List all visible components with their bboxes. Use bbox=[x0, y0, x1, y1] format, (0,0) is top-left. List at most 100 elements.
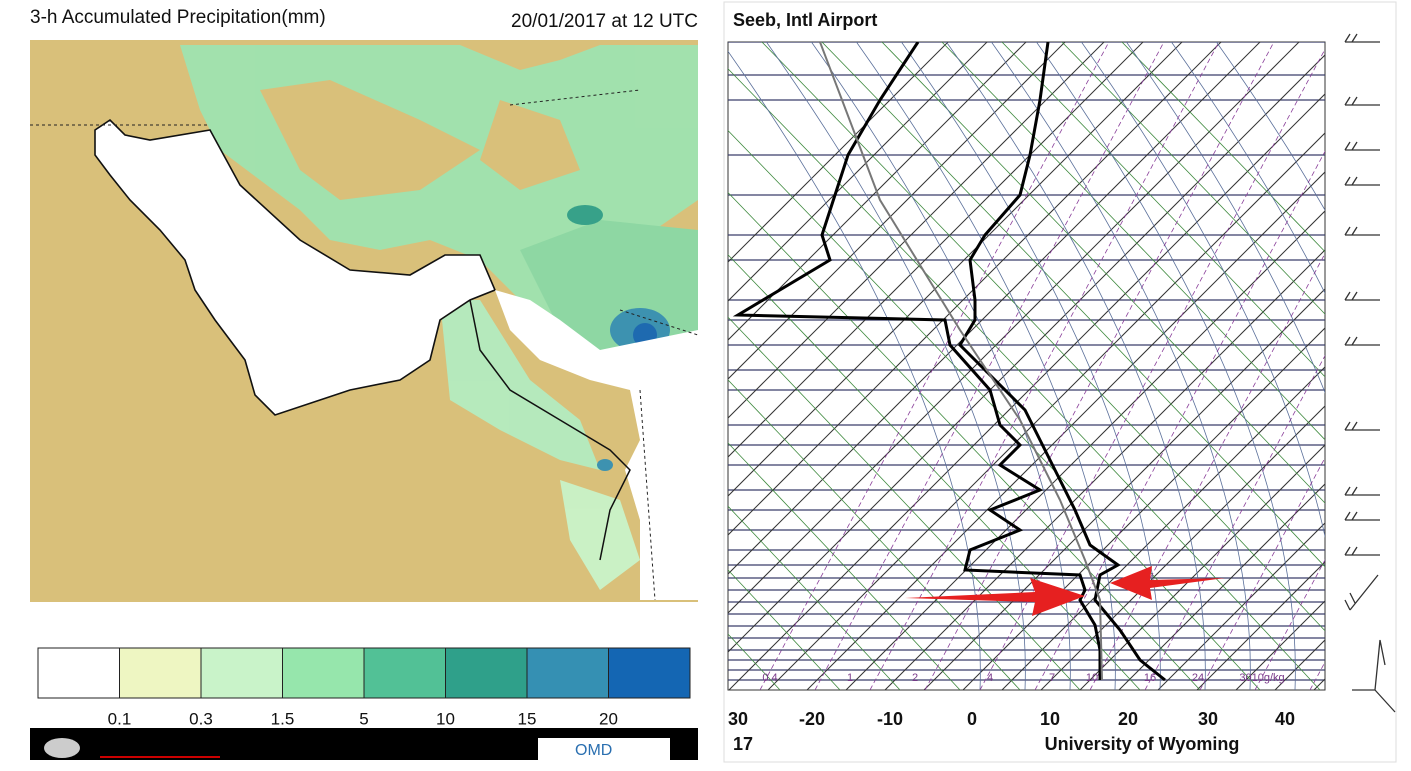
isotherm bbox=[728, 42, 1144, 458]
isotherm bbox=[728, 42, 949, 263]
moist-adiabat bbox=[990, 42, 1251, 690]
x-label: 0 bbox=[967, 709, 977, 729]
diagram-grid bbox=[728, 42, 1325, 690]
map-date: 20/01/2017 at 12 UTC bbox=[511, 11, 698, 32]
precip-panel: 3-h Accumulated Precipitation(mm) 20/01/… bbox=[30, 7, 699, 760]
x-label: 30 bbox=[1198, 709, 1218, 729]
mixing-ratio-label: 4 bbox=[987, 672, 993, 684]
precip-area bbox=[440, 300, 600, 470]
mixing-ratio-line bbox=[759, 42, 1110, 690]
isotherm bbox=[728, 42, 1300, 614]
mixing-ratio-line bbox=[1254, 559, 1325, 690]
logo-text: OMD bbox=[575, 742, 612, 759]
colorbar-label: 0.1 bbox=[108, 709, 132, 728]
mixing-ratio-label: 3010g/kg bbox=[1239, 672, 1284, 684]
isotherm bbox=[806, 171, 1325, 690]
isotherm bbox=[767, 132, 1325, 690]
wind-barbs bbox=[1344, 33, 1396, 713]
dry-adiabat bbox=[728, 68, 1321, 690]
moist-adiabat bbox=[1080, 42, 1325, 539]
isotherm bbox=[728, 42, 1222, 536]
mixing-ratio-labels: 0.4 1 2 4 7 10 16 24 3010g/kg bbox=[762, 672, 1284, 684]
mixing-ratio-label: 10 bbox=[1086, 672, 1098, 684]
mixing-ratio-label: 7 bbox=[1049, 672, 1055, 684]
moist-adiabat bbox=[855, 42, 1116, 690]
wind-barb bbox=[1344, 486, 1380, 496]
isotherm bbox=[728, 42, 1261, 575]
colorbar-box bbox=[363, 647, 446, 699]
colorbar-box bbox=[282, 647, 365, 699]
isotherm bbox=[728, 42, 1066, 380]
footer-left: 17 bbox=[733, 734, 753, 754]
moist-adiabat bbox=[900, 42, 1161, 690]
isotherm bbox=[1196, 561, 1325, 690]
dry-adiabat bbox=[1121, 42, 1325, 253]
wind-barb bbox=[1344, 141, 1380, 151]
dry-area bbox=[480, 100, 580, 190]
wind-barb bbox=[1344, 33, 1380, 43]
moist-adiabat bbox=[810, 42, 1071, 690]
dry-adiabat bbox=[728, 316, 1081, 690]
mixing-ratio-label: 1 bbox=[847, 672, 853, 684]
wind-barb bbox=[1344, 511, 1380, 521]
x-label: 20 bbox=[1118, 709, 1138, 729]
colorbar-label: 1.5 bbox=[271, 709, 295, 728]
colorbar-label: 0.3 bbox=[189, 709, 213, 728]
wind-barb bbox=[1344, 546, 1380, 556]
precip-area bbox=[560, 480, 640, 590]
dry-adiabat bbox=[728, 569, 841, 690]
isotherm bbox=[728, 42, 1183, 497]
coastline bbox=[469, 299, 631, 561]
colorbar-label: 5 bbox=[359, 709, 368, 728]
isotherm bbox=[728, 54, 1325, 653]
wind-barb bbox=[1344, 96, 1380, 106]
dry-adiabat bbox=[1001, 42, 1325, 378]
mixing-ratio-line bbox=[869, 42, 1220, 690]
panel-border bbox=[723, 1, 1397, 763]
dry-adiabat bbox=[728, 505, 901, 690]
arrow bbox=[905, 578, 1085, 616]
colorbar-box bbox=[526, 647, 609, 699]
x-label: -10 bbox=[877, 709, 903, 729]
sounding-title: Seeb, Intl Airport bbox=[733, 10, 877, 30]
mixing-ratio-line bbox=[924, 42, 1275, 690]
precip-core bbox=[567, 205, 603, 225]
colorbar-label: 10 bbox=[436, 709, 455, 728]
dry-adiabat bbox=[728, 379, 1021, 690]
colorbar-box bbox=[37, 647, 120, 699]
colorbar-label: 20 bbox=[599, 709, 618, 728]
isotherm bbox=[845, 210, 1325, 690]
mixing-ratio-line bbox=[1144, 354, 1325, 690]
logo-icon bbox=[44, 738, 80, 758]
isotherm bbox=[1001, 366, 1325, 690]
arrow bbox=[1110, 566, 1225, 600]
colorbar-box bbox=[200, 647, 283, 699]
wind-barb bbox=[1344, 336, 1380, 346]
wind-barb bbox=[1352, 639, 1396, 713]
isotherm bbox=[728, 42, 988, 302]
colorbar: 0.1 0.3 1.5 5 10 15 20 bbox=[37, 647, 691, 728]
moist-adiabat bbox=[1035, 42, 1296, 690]
dry-adiabat bbox=[728, 130, 1261, 690]
isotherm bbox=[728, 93, 1325, 690]
wind-barb bbox=[1344, 176, 1380, 186]
isotherm bbox=[962, 327, 1325, 690]
moist-adiabat bbox=[1170, 42, 1325, 295]
mixing-ratio-line bbox=[1199, 457, 1325, 690]
mixing-ratio-line bbox=[814, 42, 1165, 690]
mixing-ratio-label: 16 bbox=[1144, 672, 1156, 684]
x-label: 40 bbox=[1275, 709, 1295, 729]
dry-adiabat bbox=[728, 442, 961, 690]
mixing-ratio-label: 0.4 bbox=[762, 672, 777, 684]
isotherm bbox=[728, 42, 1105, 419]
profiles bbox=[732, 42, 1166, 682]
wind-barb bbox=[1344, 421, 1380, 431]
isotherm bbox=[1118, 483, 1325, 690]
x-labels: 30 -20 -10 0 10 20 30 40 bbox=[728, 709, 1295, 729]
temperature-profile bbox=[732, 42, 1102, 680]
gulf bbox=[94, 118, 497, 416]
mixing-ratio-label: 24 bbox=[1192, 672, 1204, 684]
logo-box bbox=[538, 738, 670, 760]
dry-adiabat bbox=[821, 42, 1325, 568]
colorbar-box bbox=[119, 647, 202, 699]
